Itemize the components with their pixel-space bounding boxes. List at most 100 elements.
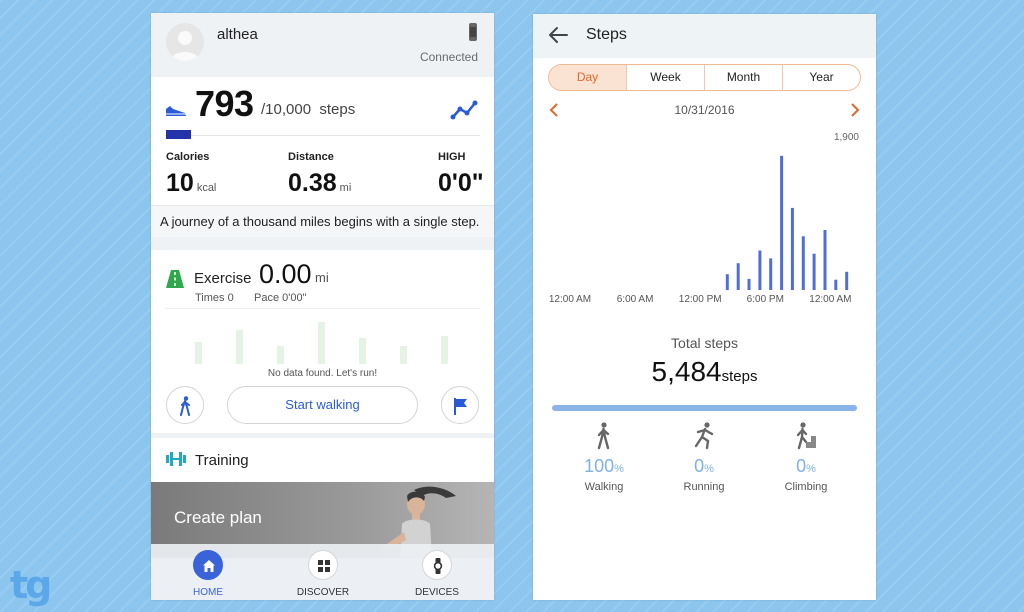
running-percent-value: 0 xyxy=(694,456,705,476)
x-tick-label-1: 6:00 AM xyxy=(617,294,654,305)
flag-icon xyxy=(454,398,467,415)
grid-icon xyxy=(318,560,330,572)
walking-icon xyxy=(597,422,610,450)
distance-unit: mi xyxy=(339,182,352,194)
watch-icon xyxy=(469,23,477,41)
steps-goal-value: /10,000 xyxy=(261,101,312,118)
nav-devices[interactable]: DEVICES xyxy=(397,550,477,598)
chart-bar-10 xyxy=(834,279,838,290)
quote-bar: A journey of a thousand miles begins wit… xyxy=(151,205,494,237)
placeholder-bar xyxy=(277,346,284,364)
bottom-navigation: HOME DISCOVER DEVICES xyxy=(151,544,494,600)
steps-header: Steps xyxy=(533,14,876,58)
nav-devices-circle xyxy=(422,550,452,580)
tab-month[interactable]: Month xyxy=(705,65,783,90)
x-tick-label-4: 12:00 AM xyxy=(809,294,851,305)
avatar[interactable] xyxy=(166,23,204,61)
chart-bar-1 xyxy=(736,263,740,290)
walking-label: Walking xyxy=(584,481,624,493)
chart-bar-3 xyxy=(758,250,762,290)
exercise-card[interactable]: Exercise 0.00 mi Times 0 Pace 0'00" No d… xyxy=(151,250,494,433)
chart-bar-6 xyxy=(790,207,794,290)
chart-bar-7 xyxy=(801,236,805,290)
activity-climbing: 0% Climbing xyxy=(761,422,851,493)
home-icon xyxy=(203,560,215,572)
chart-bar-8 xyxy=(812,253,816,290)
placeholder-bar xyxy=(236,330,243,364)
high-label: HIGH xyxy=(438,151,466,163)
goal-button[interactable] xyxy=(441,386,479,424)
running-label: Running xyxy=(683,481,725,493)
calories-number: 10 xyxy=(166,169,194,197)
total-steps-value: 5,484steps xyxy=(533,356,876,388)
selected-date: 10/31/2016 xyxy=(674,103,735,117)
placeholder-bar xyxy=(359,338,366,364)
y-max-label: 1,900 xyxy=(834,132,859,143)
total-steps-number: 5,484 xyxy=(651,356,722,387)
total-steps-bar xyxy=(552,405,857,411)
distance-label: Distance xyxy=(288,151,334,163)
running-percent: 0% xyxy=(694,456,714,476)
nav-discover[interactable]: DISCOVER xyxy=(283,550,363,598)
chevron-right-icon[interactable] xyxy=(850,102,860,118)
nav-home-label: HOME xyxy=(193,587,223,598)
steps-detail-screen: Steps Day Week Month Year 10/31/2016 1,9… xyxy=(533,14,876,600)
back-arrow-icon[interactable] xyxy=(548,26,568,44)
watch-icon xyxy=(433,558,443,574)
x-tick-label-3: 6:00 PM xyxy=(747,294,784,305)
period-tabs: Day Week Month Year xyxy=(548,64,861,91)
road-icon xyxy=(166,270,184,288)
tg-logo: tg xyxy=(10,563,52,607)
running-icon xyxy=(694,422,714,450)
steps-goal: /10,000 steps xyxy=(261,101,355,118)
x-ticks-group: 12:00 AM 6:00 AM 12:00 PM 6:00 PM 12:00 AM xyxy=(549,294,852,305)
x-tick-label-2: 12:00 PM xyxy=(679,294,722,305)
chart-bar-9 xyxy=(823,230,827,290)
tab-year[interactable]: Year xyxy=(809,70,834,84)
tab-week[interactable]: Week xyxy=(627,65,705,90)
nav-discover-label: DISCOVER xyxy=(296,587,350,598)
x-tick-label-0: 12:00 AM xyxy=(549,294,591,305)
exercise-label: Exercise xyxy=(194,270,252,287)
start-walking-button[interactable]: Start walking xyxy=(227,386,418,424)
total-steps-unit: steps xyxy=(721,368,758,385)
steps-count: 793 xyxy=(195,83,254,124)
walking-icon xyxy=(180,396,190,416)
placeholder-bar xyxy=(441,336,448,364)
placeholder-bar xyxy=(400,346,407,364)
chart-bar-2 xyxy=(747,278,751,290)
shoe-icon xyxy=(166,106,186,116)
placeholder-bar xyxy=(195,342,202,364)
profile-header[interactable]: althea Connected xyxy=(151,13,494,74)
nav-home[interactable]: HOME xyxy=(168,550,248,598)
exercise-divider xyxy=(165,308,480,309)
nav-devices-label: DEVICES xyxy=(415,587,459,598)
chevron-left-icon[interactable] xyxy=(549,102,559,118)
climbing-percent-value: 0 xyxy=(796,456,807,476)
tab-day[interactable]: Day xyxy=(549,65,627,90)
create-plan-label: Create plan xyxy=(174,508,262,527)
dumbbell-icon xyxy=(166,452,186,466)
activity-type-button[interactable] xyxy=(166,386,204,424)
steps-card[interactable]: 793 /10,000 steps Calories 10 kcal Distan… xyxy=(151,77,494,237)
distance-value: 0.38 mi xyxy=(288,169,351,198)
climbing-percent: 0% xyxy=(796,456,816,476)
steps-progress-fill xyxy=(166,130,191,139)
page-title: Steps xyxy=(586,26,627,43)
exercise-unit: mi xyxy=(315,270,329,285)
steps-progress-track xyxy=(165,135,480,136)
exercise-value: 0.00 xyxy=(259,259,312,289)
training-card[interactable]: Training xyxy=(151,438,494,482)
bars-group xyxy=(725,155,849,290)
steps-bar-chart: 1,900 12:00 AM 6:00 AM 12:00 PM 6:00 PM 12:0… xyxy=(549,132,860,305)
total-steps-label: Total steps xyxy=(671,335,738,351)
distance-number: 0.38 xyxy=(288,169,337,197)
chart-bar-0 xyxy=(725,274,729,290)
placeholder-bar xyxy=(318,322,325,364)
motivational-quote: A journey of a thousand miles begins wit… xyxy=(160,214,480,229)
connection-status: Connected xyxy=(419,50,478,64)
trend-icon[interactable] xyxy=(450,99,478,121)
exercise-times: Times 0 xyxy=(195,292,234,304)
walking-percent: 100% xyxy=(584,456,624,476)
climbing-label: Climbing xyxy=(784,481,828,493)
